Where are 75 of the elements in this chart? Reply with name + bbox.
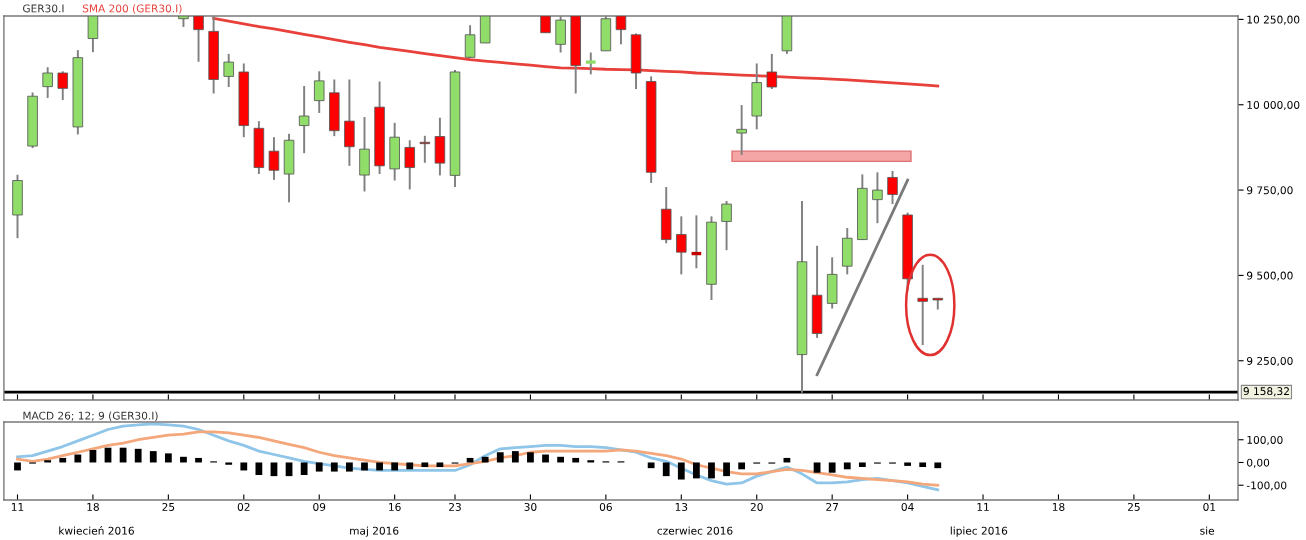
candlestick [253,120,265,176]
bar [662,462,670,477]
candlestick [223,52,234,88]
bar [572,457,580,463]
bar [919,462,927,468]
bar [542,454,549,463]
candlestick [479,16,491,44]
line-series [815,178,909,377]
candlestick [630,32,642,91]
bar [315,462,323,472]
bar [828,462,836,473]
bar [677,462,685,480]
bar [164,453,172,463]
bar [738,462,746,470]
bar [708,462,715,479]
candlestick [12,173,23,240]
candlestick [917,263,928,347]
candlestick [736,104,747,156]
candlestick [676,215,687,276]
bar [481,456,489,463]
candlestick [660,186,672,245]
bar [285,462,293,477]
candlestick [584,51,598,76]
candlestick [42,66,53,99]
bar [240,462,248,471]
candlestick [811,244,823,339]
bar [421,462,429,468]
bar [59,457,67,463]
bar [647,462,655,469]
bar [511,451,519,463]
candlestick [283,132,295,204]
candlestick [329,78,340,138]
bar [723,462,730,477]
candlestick [766,52,778,91]
candlestick [464,24,476,59]
bar [934,462,942,469]
candlestick [872,171,883,225]
bar [270,462,278,477]
bar [376,462,383,471]
bar [527,452,534,463]
bar [693,462,700,479]
candlestick [434,116,446,177]
candlestick [344,78,355,167]
candlestick [404,139,415,191]
bar [436,462,444,468]
bar [496,452,504,463]
bar [346,462,353,472]
line-series [212,17,940,88]
bar [149,451,157,463]
candlestick [268,136,280,181]
bar [813,462,821,473]
bar [134,448,142,463]
bar [300,462,308,475]
candlestick [57,70,68,101]
bar [843,462,851,470]
candlestick [298,85,310,155]
bar [74,454,82,463]
candlestick [842,227,853,276]
candlestick [313,70,325,114]
bar [14,462,21,471]
bar [195,457,202,463]
bar [391,462,399,471]
bar [330,462,338,472]
candlestick [359,116,370,193]
candlestick [826,256,838,310]
bar [858,462,866,468]
bar [180,456,187,463]
candlestick [751,62,762,131]
candlestick [419,134,431,164]
bar [406,462,414,470]
bar [557,456,565,463]
candlestick [721,200,732,252]
bar [361,462,368,471]
candlestick [389,121,400,182]
bar [255,462,263,475]
